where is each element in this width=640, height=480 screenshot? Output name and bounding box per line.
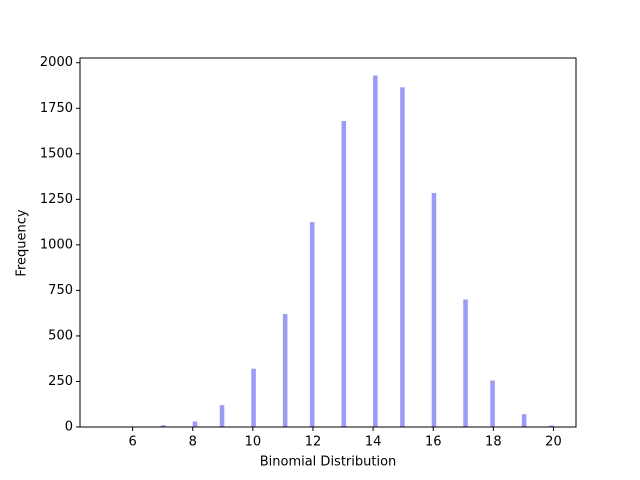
x-axis-label: Binomial Distribution bbox=[260, 455, 397, 470]
x-tick-label: 12 bbox=[305, 435, 322, 450]
bar bbox=[373, 75, 378, 428]
y-tick-label: 500 bbox=[48, 328, 73, 343]
plot-frame bbox=[79, 57, 577, 428]
bar bbox=[431, 192, 437, 427]
bar bbox=[219, 405, 225, 427]
bar bbox=[341, 121, 347, 428]
bar bbox=[490, 380, 495, 427]
y-tick-label: 1500 bbox=[40, 146, 73, 161]
bar bbox=[400, 87, 405, 427]
x-tick-label: 6 bbox=[128, 435, 136, 450]
y-tick-label: 1750 bbox=[40, 101, 73, 116]
y-tick-label: 0 bbox=[65, 420, 73, 435]
bar bbox=[521, 414, 527, 427]
x-tick-label: 16 bbox=[425, 435, 442, 450]
x-tick-label: 8 bbox=[189, 435, 197, 450]
bar bbox=[192, 421, 198, 427]
x-tick-label: 14 bbox=[365, 435, 382, 450]
x-tick-label: 20 bbox=[545, 435, 562, 450]
x-tick-label: 18 bbox=[485, 435, 502, 450]
x-tick-label: 10 bbox=[245, 435, 262, 450]
y-tick-label: 750 bbox=[48, 283, 73, 298]
y-axis-label: Frequency bbox=[15, 209, 30, 276]
y-tick-label: 1000 bbox=[40, 237, 73, 252]
bar bbox=[161, 425, 166, 427]
y-tick-label: 250 bbox=[48, 374, 73, 389]
bar bbox=[463, 299, 468, 427]
bar bbox=[282, 314, 288, 427]
bar bbox=[251, 368, 256, 427]
bar bbox=[309, 222, 315, 427]
bar bbox=[548, 425, 554, 427]
y-tick-label: 2000 bbox=[40, 55, 73, 70]
y-tick-label: 1250 bbox=[40, 192, 73, 207]
